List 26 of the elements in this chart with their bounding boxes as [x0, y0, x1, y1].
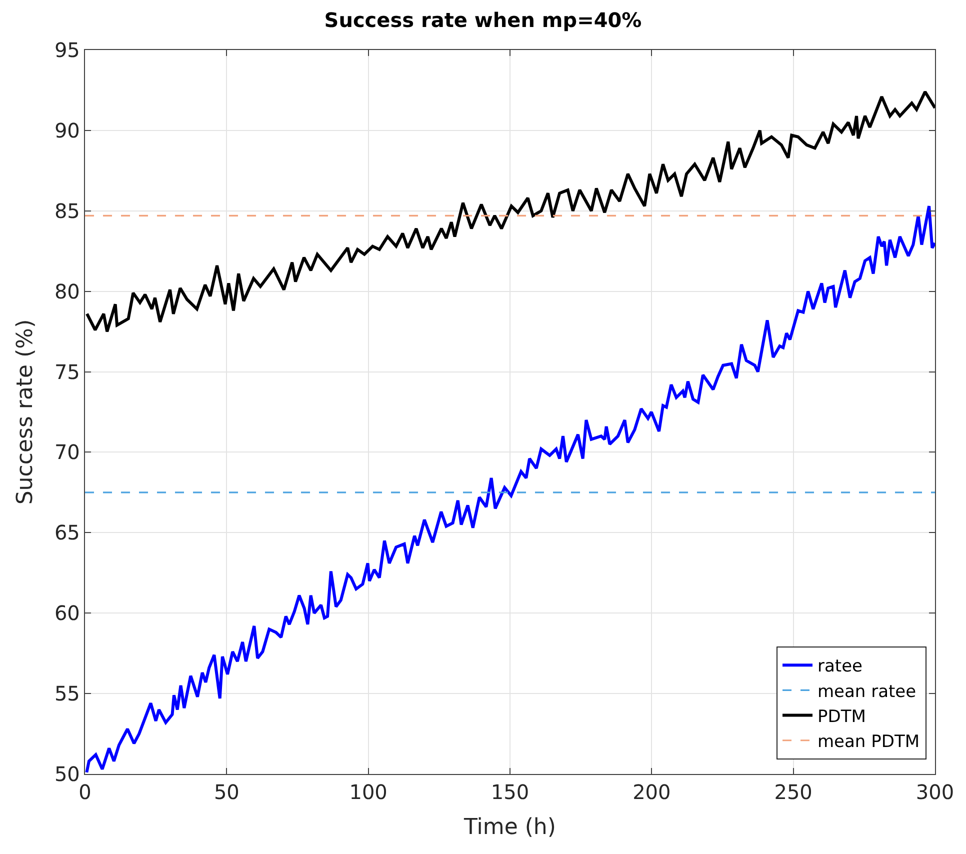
legend-label: mean ratee — [818, 682, 916, 702]
y-axis-title: Success rate (%) — [13, 319, 38, 505]
y-tick-label: 70 — [54, 440, 80, 464]
x-tick-label: 100 — [349, 780, 388, 804]
legend-label: PDTM — [818, 706, 866, 727]
chart-title: Success rate when mp=40% — [324, 8, 642, 32]
x-tick-label: 300 — [916, 780, 954, 804]
y-tick-label: 75 — [54, 360, 80, 384]
x-axis-title: Time (h) — [463, 815, 556, 840]
y-tick-label: 65 — [54, 520, 80, 545]
line-series — [85, 90, 935, 334]
x-tick-label: 0 — [78, 780, 92, 804]
y-tick-label: 85 — [54, 198, 80, 223]
legend-label: mean PDTM — [818, 732, 920, 752]
line-series — [85, 204, 935, 774]
y-tick-label: 95 — [54, 38, 80, 62]
legend-label: ratee — [818, 656, 862, 677]
y-tick-label: 90 — [54, 118, 80, 142]
x-tick-label: 150 — [490, 780, 530, 804]
x-tick-label: 50 — [214, 780, 240, 804]
x-tick-label: 200 — [632, 780, 671, 804]
y-tick-label: 55 — [54, 682, 80, 706]
x-tick-label: 250 — [774, 780, 812, 804]
y-tick-label: 50 — [54, 762, 80, 786]
y-tick-label: 60 — [54, 601, 80, 626]
y-tick-label: 80 — [54, 279, 80, 304]
